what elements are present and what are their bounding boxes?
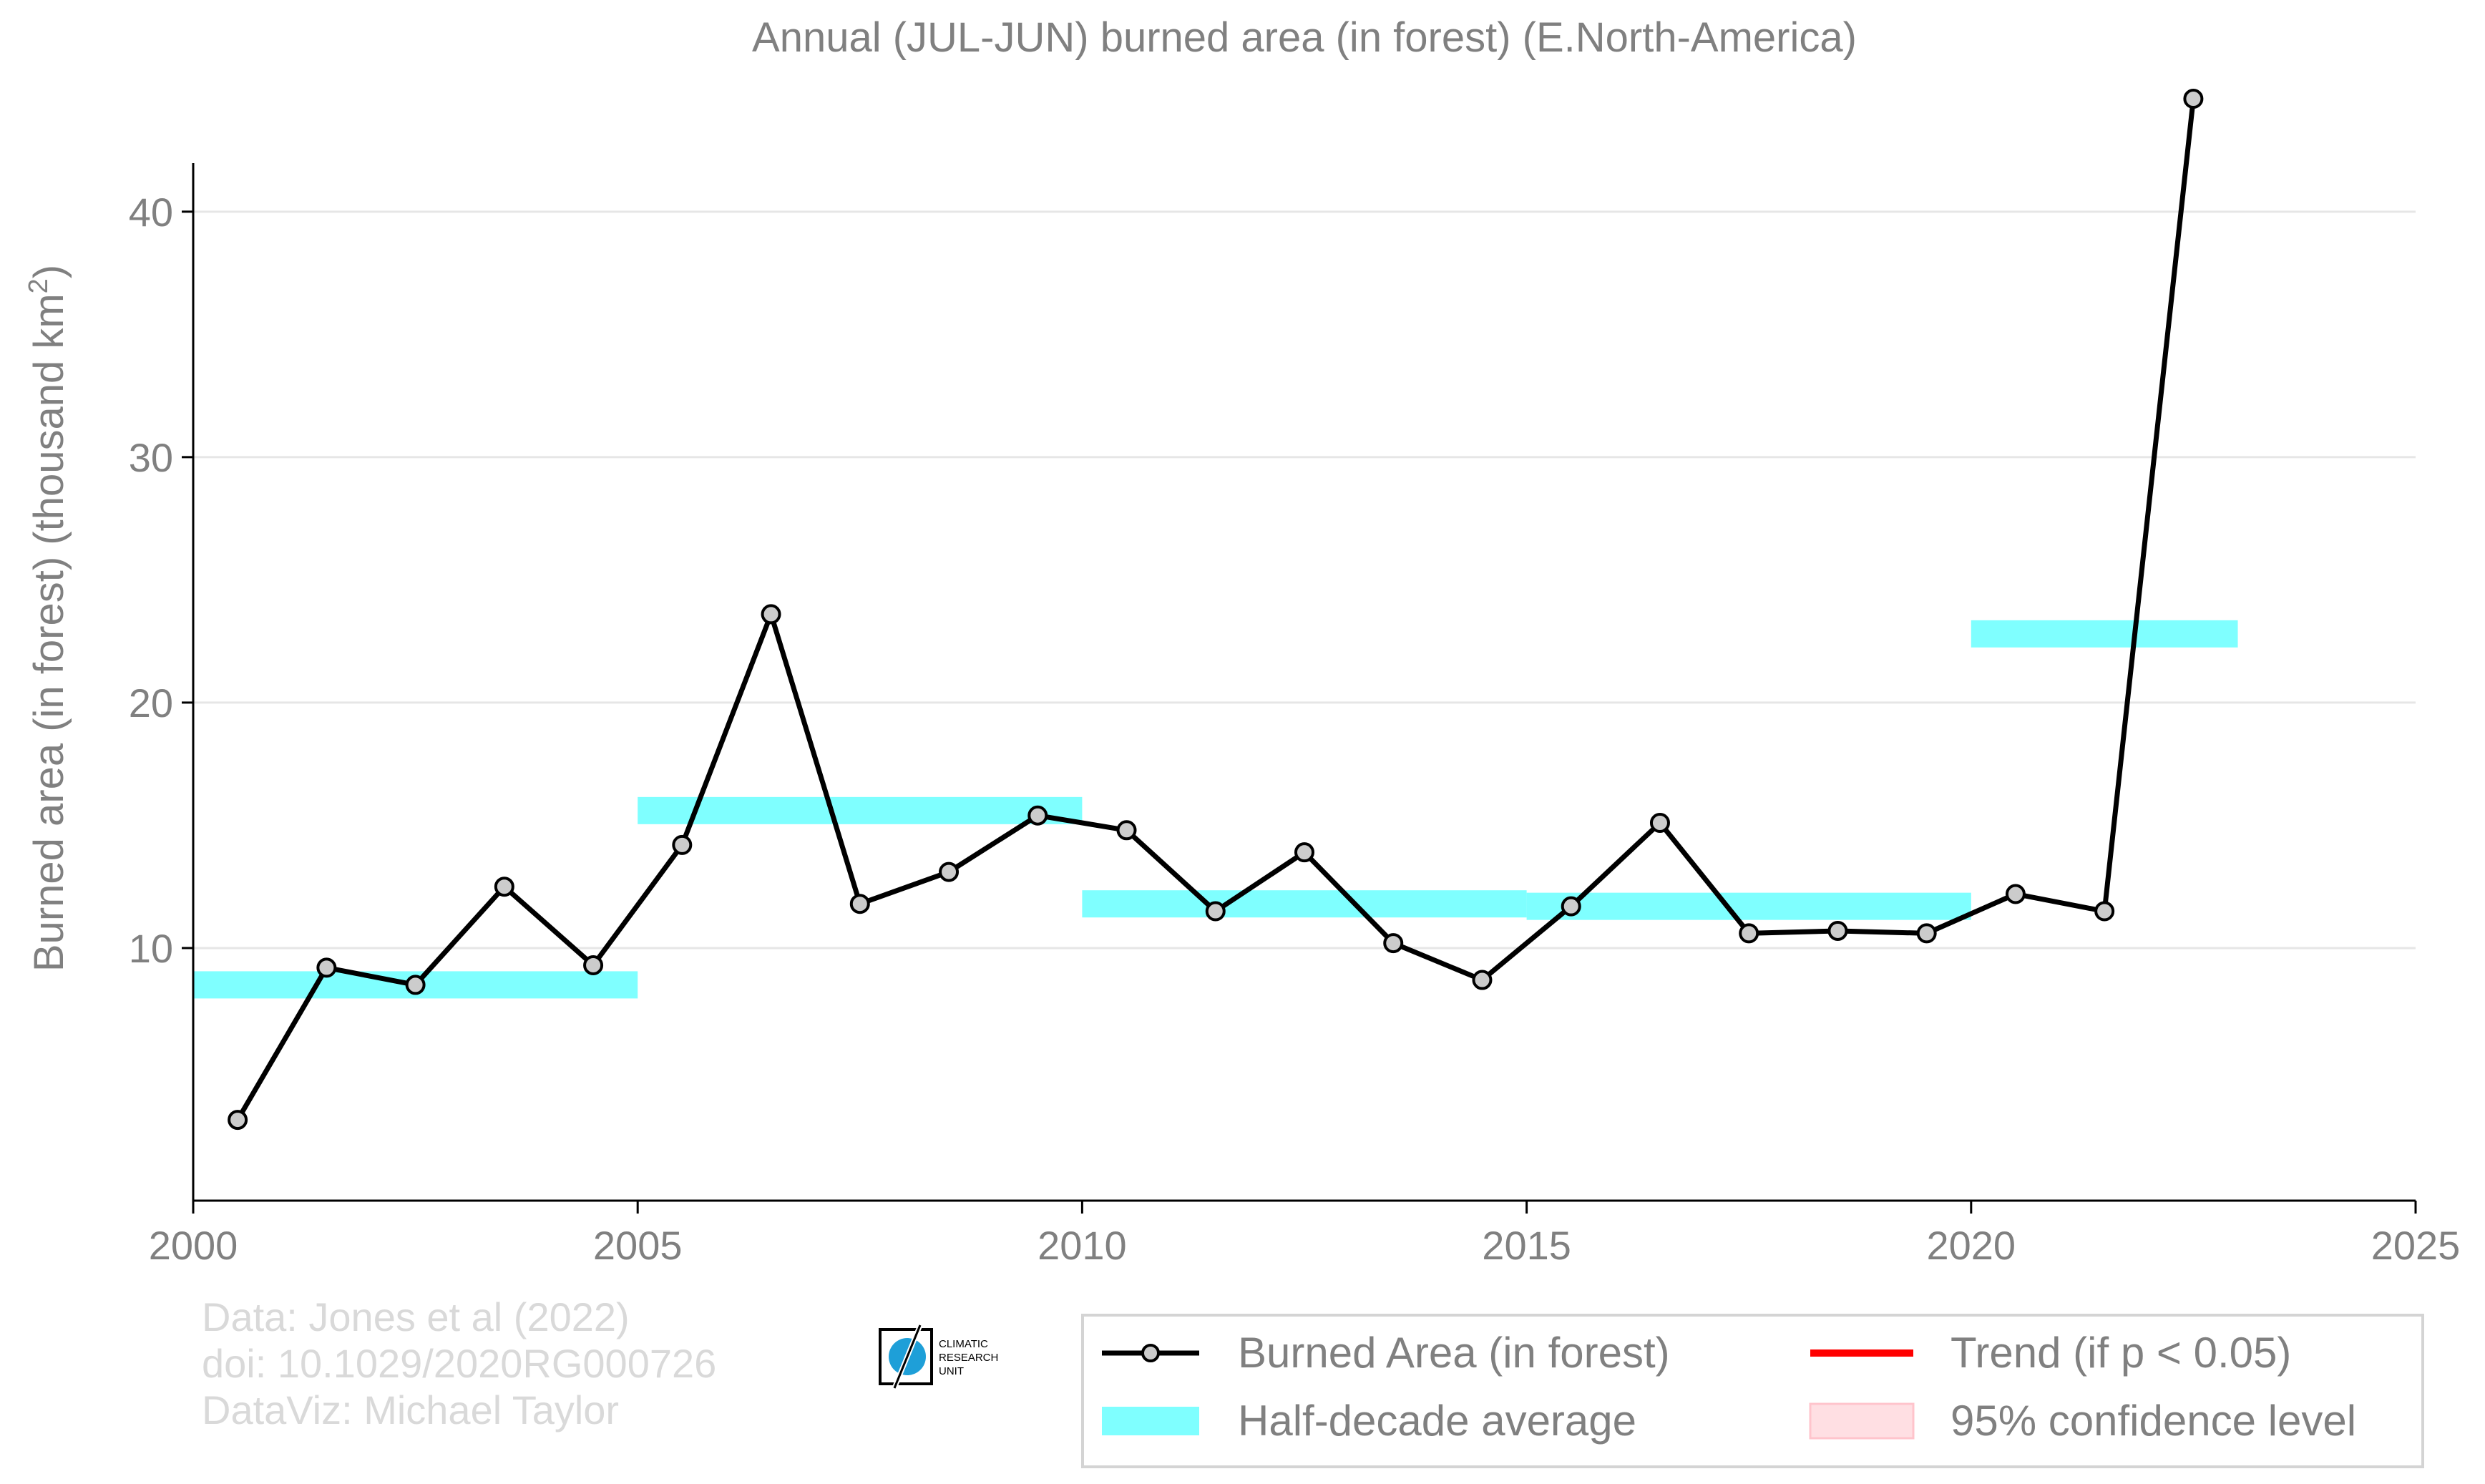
logo-text-2: RESEARCH <box>939 1352 998 1364</box>
x-tick-label: 2000 <box>149 1223 238 1268</box>
x-tick-label: 2020 <box>1927 1223 2016 1268</box>
logo-text-3: UNIT <box>939 1365 964 1377</box>
burned-area-series <box>228 89 2204 1131</box>
y-axis-label: Burned area (in forest) (thousand km2) <box>24 265 72 972</box>
data-point <box>2005 884 2026 904</box>
data-point <box>1383 933 1404 954</box>
data-point <box>1916 923 1937 944</box>
data-point <box>761 604 781 625</box>
legend-confidence-patch <box>1809 1402 1915 1440</box>
legend-burned-area-label: Burned Area (in forest) <box>1238 1329 1670 1377</box>
x-tick-label: 2015 <box>1482 1223 1571 1268</box>
y-tick-label: 40 <box>129 190 173 235</box>
x-tick-label: 2010 <box>1038 1223 1127 1268</box>
data-point <box>1739 923 1759 944</box>
data-point <box>1561 896 1581 917</box>
logo-text-1: CLIMATIC <box>939 1338 988 1350</box>
data-point <box>2094 901 2115 922</box>
data-point <box>228 1110 248 1131</box>
half-decade-band <box>638 796 1083 824</box>
grid-lines <box>193 210 2416 950</box>
data-point <box>2183 89 2204 109</box>
credit-data: Data: Jones et al (2022) <box>202 1294 630 1339</box>
legend-trend-label: Trend (if p < 0.05) <box>1951 1329 2291 1377</box>
cru-logo: CLIMATIC RESEARCH UNIT <box>879 1324 998 1390</box>
legend: Burned Area (in forest) Trend (if p < 0.… <box>1081 1314 2424 1468</box>
legend-box <box>1081 1314 2424 1468</box>
legend-burned-area-marker <box>1141 1344 1160 1362</box>
half-decade-band <box>1082 890 1527 918</box>
logo-frame <box>879 1328 933 1385</box>
chart-title: Annual (JUL-JUN) burned area (in forest)… <box>752 14 1857 61</box>
data-point <box>849 894 870 914</box>
data-point <box>583 955 604 975</box>
x-tick-label: 2025 <box>2371 1223 2461 1268</box>
data-point <box>1116 820 1137 841</box>
y-tick-label: 30 <box>129 435 173 480</box>
data-point <box>939 861 960 882</box>
x-tick-label: 2005 <box>593 1223 683 1268</box>
data-point <box>1827 920 1848 941</box>
data-point <box>316 957 337 978</box>
data-point <box>1472 970 1493 990</box>
half-decade-band <box>1971 620 2238 648</box>
legend-confidence-label: 95% confidence level <box>1951 1397 2356 1445</box>
credit-doi: doi: 10.1029/2020RG000726 <box>202 1341 716 1386</box>
data-point <box>1027 805 1048 826</box>
half-decade-band <box>1526 892 1971 920</box>
legend-half-decade-band <box>1102 1407 1199 1435</box>
series-line <box>235 98 2196 1121</box>
legend-half-decade-label: Half-decade average <box>1238 1397 1636 1445</box>
data-point <box>1294 842 1314 863</box>
credit-dataviz: DataViz: Michael Taylor <box>202 1387 619 1432</box>
data-point <box>494 877 514 897</box>
y-tick-label: 10 <box>129 926 173 971</box>
y-tick-label: 20 <box>129 680 173 726</box>
logo-slash-outline <box>893 1324 922 1389</box>
credits: Data: Jones et al (2022) doi: 10.1029/20… <box>202 1294 716 1432</box>
data-point <box>405 975 426 995</box>
data-point <box>1649 813 1670 834</box>
data-point <box>672 834 693 855</box>
axes: 10 20 30 40 2000 2005 2010 2015 2020 2025 <box>129 163 2461 1268</box>
data-point <box>1205 901 1226 922</box>
